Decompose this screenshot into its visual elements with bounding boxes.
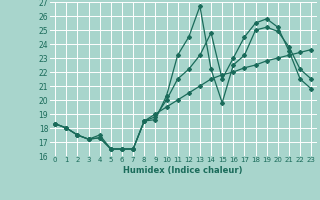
X-axis label: Humidex (Indice chaleur): Humidex (Indice chaleur) xyxy=(124,166,243,175)
